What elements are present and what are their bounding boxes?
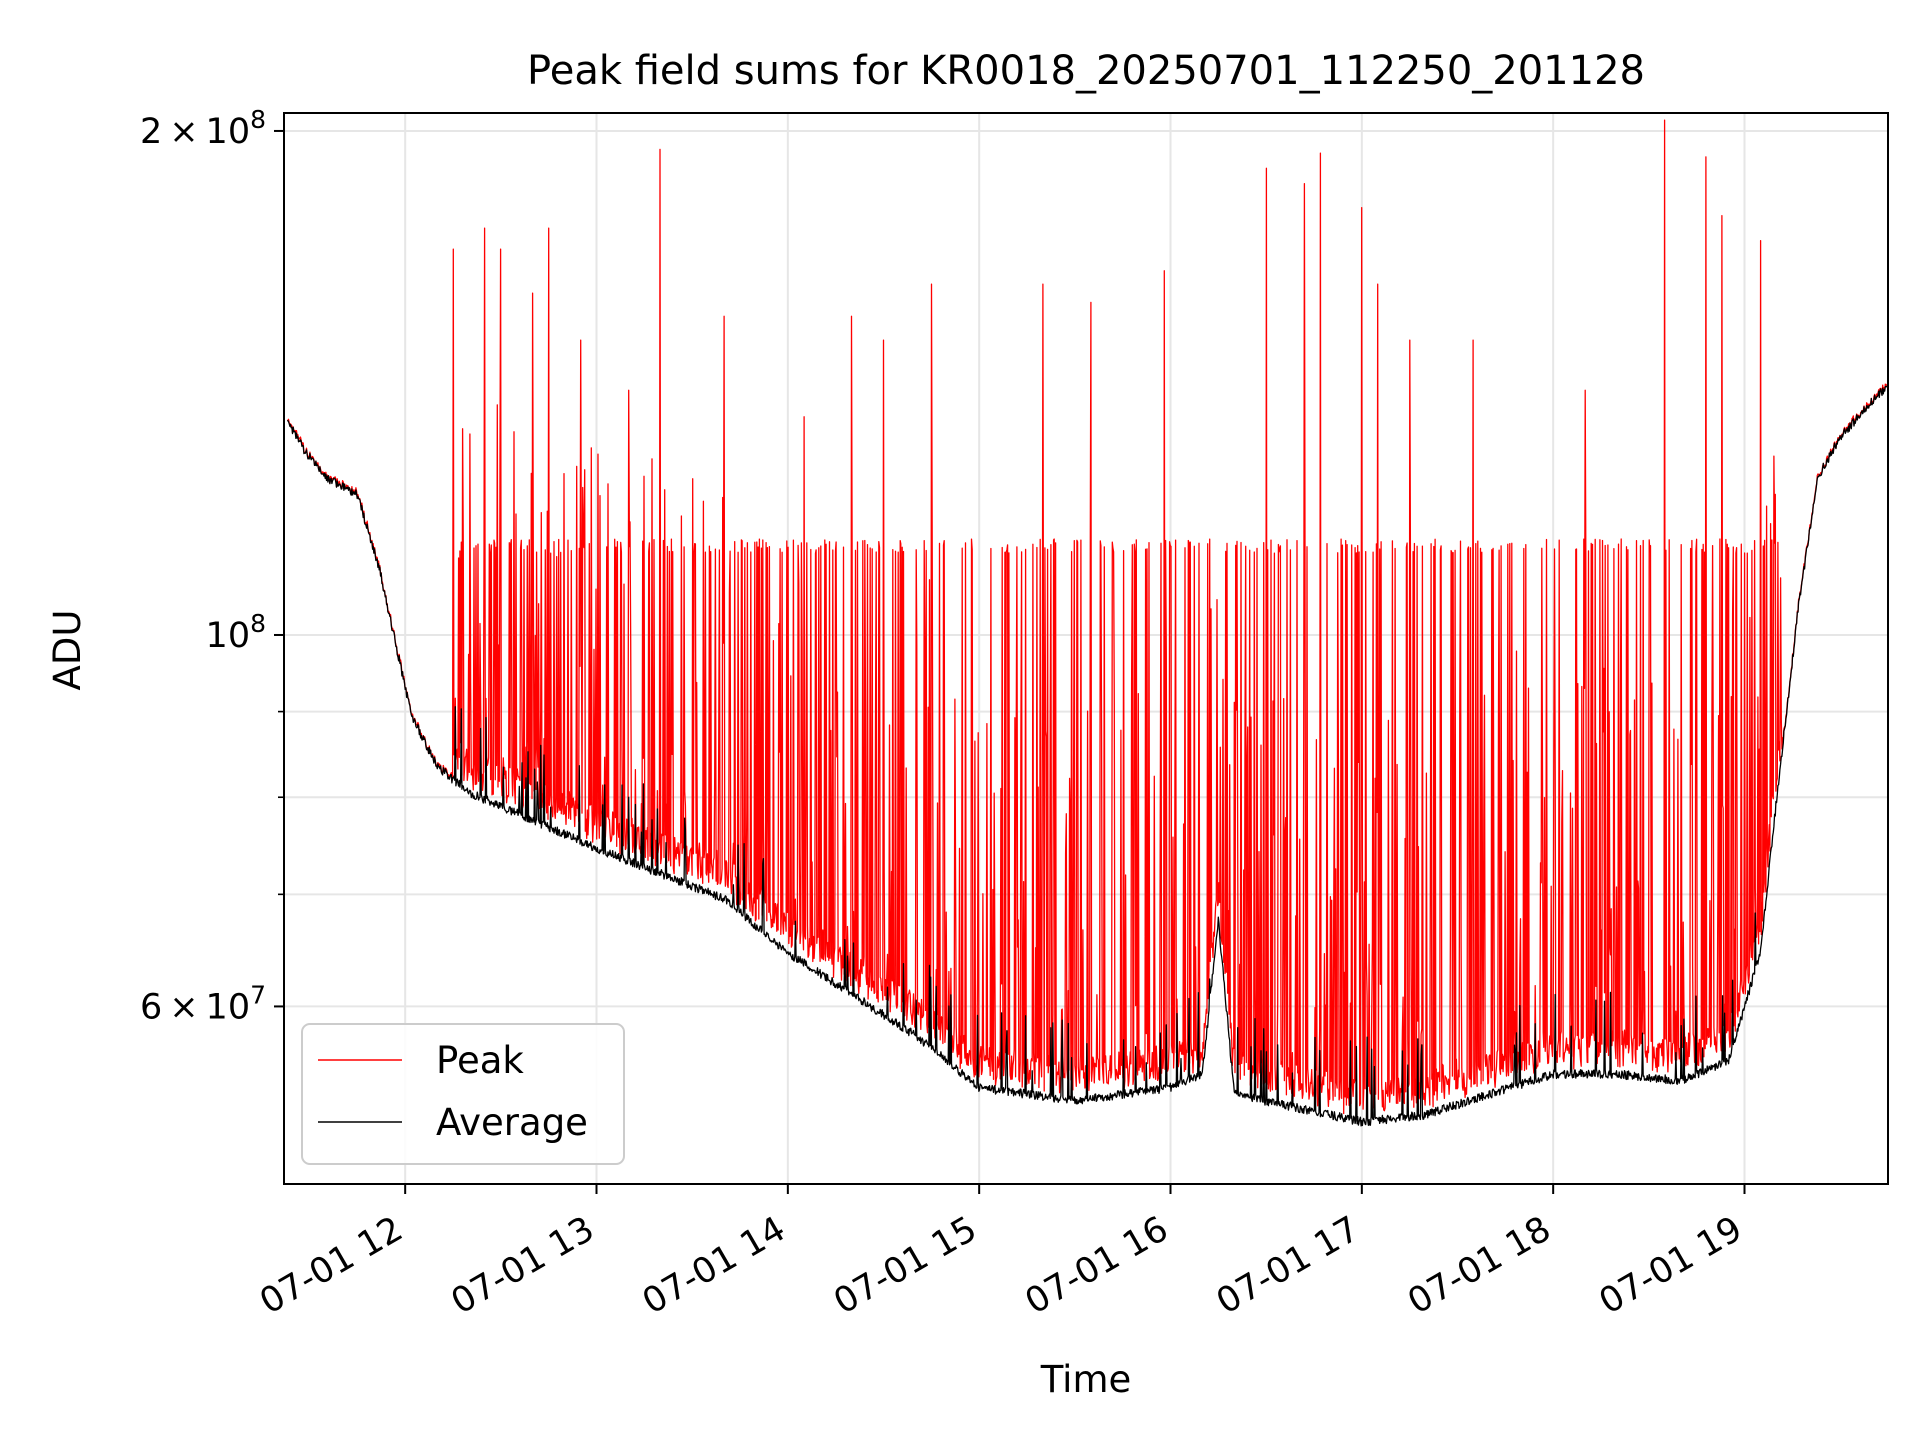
plot-series [286,119,1888,1127]
y-tick-label: 108 [206,609,266,656]
series-average-line [287,381,1888,1127]
chart-title: Peak field sums for KR0018_20250701_1122… [527,48,1645,94]
legend-box [301,1023,625,1165]
legend-peak-label: Peak [436,1039,524,1082]
legend-average-label: Average [436,1101,588,1144]
plot-frame [283,112,1889,1185]
y-tick-label: 2 × 108 [140,105,266,152]
series-peak-line [286,119,1888,1115]
x-axis-label: Time [1040,1358,1132,1401]
y-tick-label: 6 × 107 [140,980,266,1027]
y-axis-label: ADU [46,610,89,691]
legend: Peak Average [301,1023,625,1165]
